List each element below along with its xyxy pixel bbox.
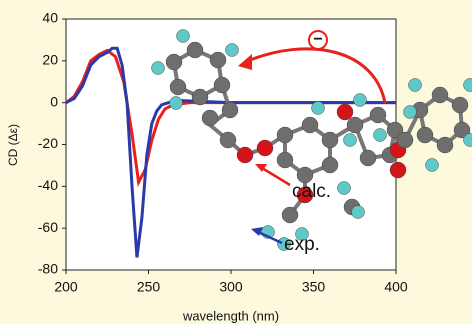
atom: [426, 159, 439, 172]
chart: CD (Δε) wavelength (nm) 40200-20-40-60-8…: [0, 0, 472, 324]
atom: [432, 87, 448, 103]
atom: [322, 157, 338, 173]
atom: [302, 117, 318, 133]
atom: [374, 129, 387, 142]
atom: [312, 102, 325, 115]
atom: [187, 42, 203, 58]
atom: [177, 30, 190, 43]
atom: [202, 110, 218, 126]
atom: [352, 206, 365, 219]
atom: [452, 97, 468, 113]
atom: [409, 79, 422, 92]
atom: [166, 54, 182, 70]
atom: [404, 106, 417, 119]
atom: [347, 117, 363, 133]
charge-label: −: [313, 31, 322, 48]
atom: [344, 134, 357, 147]
atom: [437, 137, 453, 153]
atom: [464, 79, 472, 92]
atom: [338, 182, 351, 195]
atom: [282, 207, 298, 223]
atom: [170, 97, 183, 110]
y-tick-label: -20: [38, 135, 58, 151]
y-tick-label: 40: [42, 10, 58, 26]
atom: [354, 94, 367, 107]
y-tick-label: -60: [38, 219, 58, 235]
calc-label: calc.: [292, 181, 331, 202]
x-tick-label: 250: [137, 279, 161, 295]
x-tick-label: 350: [302, 279, 326, 295]
x-tick-label: 200: [54, 279, 78, 295]
atom: [170, 79, 186, 95]
atom: [257, 140, 273, 156]
atom: [226, 44, 239, 57]
y-axis-label: CD (Δε): [6, 124, 20, 166]
atom: [360, 150, 376, 166]
x-tick-label: 300: [219, 279, 243, 295]
atom: [322, 132, 338, 148]
atom: [152, 62, 165, 75]
atom: [370, 107, 386, 123]
atom: [237, 147, 253, 163]
atom: [222, 102, 238, 118]
atom: [214, 77, 230, 93]
atom: [277, 127, 293, 143]
atom: [277, 152, 293, 168]
atom: [210, 52, 226, 68]
atom: [390, 162, 406, 178]
atom: [417, 127, 433, 143]
atom: [192, 89, 208, 105]
y-tick-label: -80: [38, 261, 58, 277]
atom: [220, 132, 236, 148]
atom: [397, 132, 413, 148]
x-tick-label: 400: [384, 279, 408, 295]
y-tick-label: 20: [42, 52, 58, 68]
y-tick-label: 0: [50, 93, 58, 109]
atom: [337, 104, 353, 120]
y-tick-label: -40: [38, 177, 58, 193]
x-axis-label: wavelength (nm): [182, 308, 279, 323]
exp-label: exp.: [284, 234, 320, 255]
